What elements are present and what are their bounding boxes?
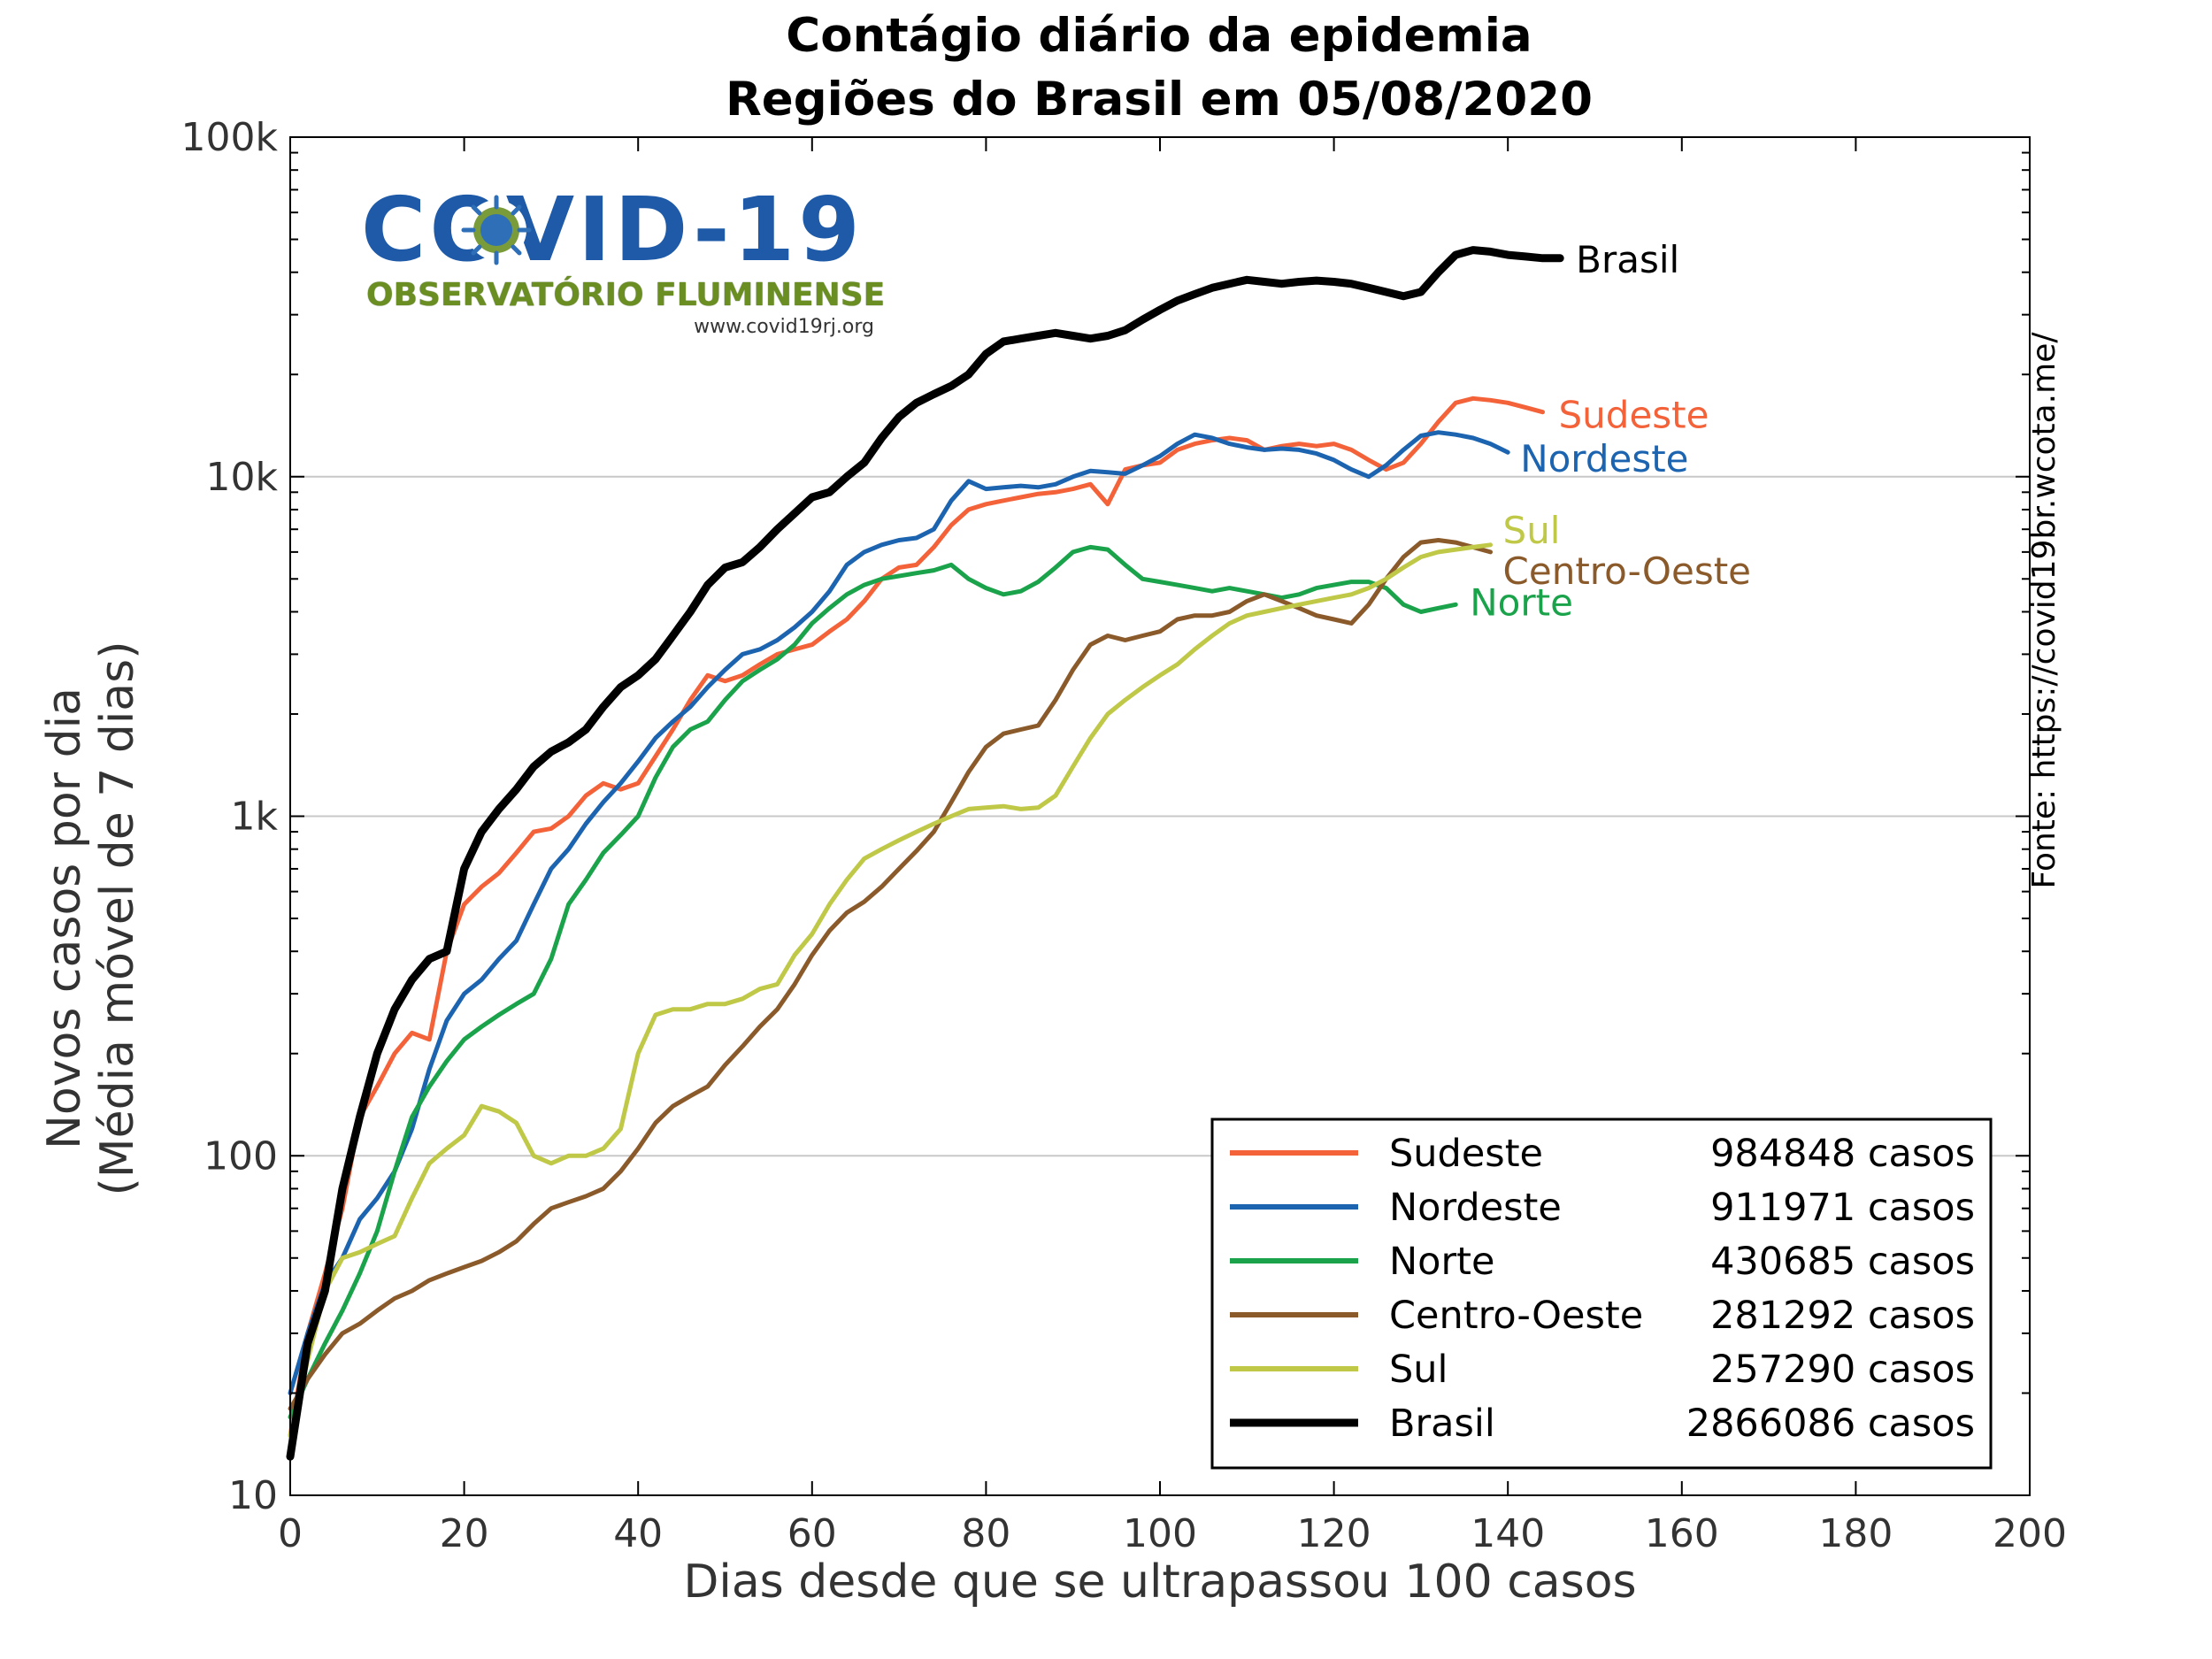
legend-entry-total: 257290 casos [1710,1348,1975,1392]
source-label: Fonte: https://covid19br.wcota.me/ [2026,332,2062,889]
legend-entry-name: Norte [1389,1240,1494,1284]
logo-subtitle: OBSERVATÓRIO FLUMINENSE [366,277,886,313]
legend-entry-total: 984848 casos [1710,1132,1975,1176]
x-tick-label: 20 [440,1511,489,1556]
legend-box [1210,1118,1993,1470]
chart-title: Contágio diário da epidemia [786,9,1532,63]
end-label-centro-oeste: Centro-Oeste [1503,549,1752,593]
x-tick-label: 120 [1297,1511,1371,1556]
legend-entry-name: Brasil [1389,1402,1495,1446]
series-line-sul [288,542,1493,1438]
series-line-nordeste [288,430,1510,1395]
y-axis-label: Novos casos por dia [38,687,91,1149]
y-tick-label: 100 [204,1133,278,1179]
logo-title: COVID-19 [361,178,864,281]
end-label-norte: Norte [1470,580,1573,624]
observatorio-logo: COVID-19 OBSERVATÓRIO FLUMINENSE www.cov… [361,178,885,349]
legend-entry-name: Centro-Oeste [1389,1294,1643,1338]
end-label-brasil: Brasil [1576,238,1679,281]
legend-entry-total: 911971 casos [1710,1186,1975,1230]
y-tick-label: 100k [181,115,279,160]
legend-entry-name: Nordeste [1389,1186,1562,1230]
virus-icon [461,195,532,265]
legend-entry-total: 430685 casos [1710,1240,1975,1284]
end-label-nordeste: Nordeste [1520,437,1688,480]
logo-url: www.covid19rj.org [694,316,874,338]
series-lines [286,246,1564,1461]
x-tick-label: 100 [1123,1511,1197,1556]
x-tick-label: 160 [1645,1511,1719,1556]
x-tick-label: 40 [613,1511,663,1556]
series-line-sudeste [288,396,1545,1438]
x-tick-label: 60 [787,1511,837,1556]
x-tick-label: 0 [278,1511,303,1556]
y-tick-label: 10 [228,1473,278,1518]
x-axis-label: Dias desde que se ultrapassou 100 casos [683,1555,1636,1609]
y-tick-label: 10k [206,455,279,500]
legend-entry-total: 2866086 casos [1686,1402,1975,1446]
legend-entry-name: Sul [1389,1348,1448,1392]
y-axis-label-secondary: (Média móvel de 7 dias) [91,641,144,1195]
end-label-sul: Sul [1503,509,1561,552]
chart-subtitle: Regiões do Brasil em 05/08/2020 [726,73,1593,127]
legend-entry-name: Sudeste [1389,1132,1543,1176]
series-line-brasil [286,246,1564,1461]
x-tick-label: 200 [1993,1511,2067,1556]
x-tick-label: 140 [1471,1511,1545,1556]
y-tick-label: 1k [231,795,279,840]
legend-entry-total: 281292 casos [1710,1294,1975,1338]
x-tick-label: 80 [961,1511,1010,1556]
x-tick-label: 180 [1818,1511,1893,1556]
end-label-sudeste: Sudeste [1559,394,1709,437]
legend: Sudeste 984848 casos Nordeste 911971 casos N… [1210,1118,1993,1470]
axis-ticks: 0 20 40 60 80 100 120 140 160 180 200 10 100 1k 10k 100… [181,115,2067,1556]
